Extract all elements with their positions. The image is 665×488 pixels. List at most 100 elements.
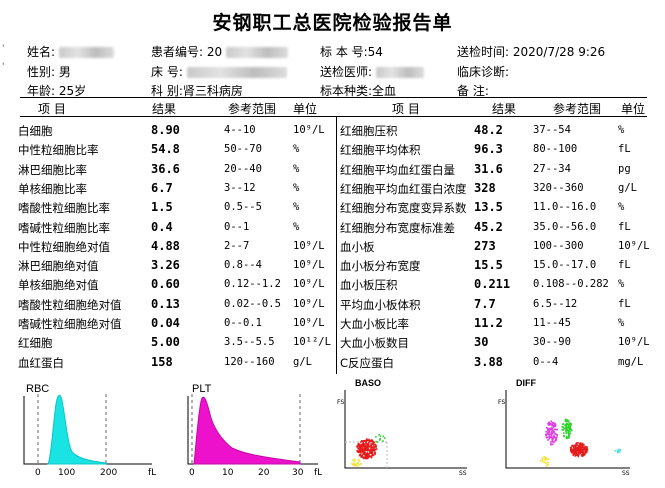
diff-dot [550, 443, 553, 445]
result-unit: 10⁹/L [293, 259, 325, 272]
result-row: 血小板分布宽度 15.5 15.0--17.0 fL [340, 256, 650, 275]
diff-dot [564, 428, 566, 430]
diff-dot [572, 446, 575, 448]
diff-dot [585, 451, 587, 453]
plt-tick-30: 30 [292, 468, 304, 478]
diff-dot [551, 436, 553, 439]
diff-dot [565, 424, 568, 427]
diff-dot [571, 449, 573, 451]
baso-dot [366, 445, 368, 447]
result-range: 0--1 [224, 220, 250, 233]
diff-dot [556, 434, 558, 436]
diff-dot [581, 455, 583, 457]
diff-dot [571, 445, 573, 447]
baso-dot [362, 456, 364, 459]
diff-dot [544, 461, 546, 463]
baso-dot [367, 442, 370, 444]
plt-label: PLT [192, 384, 212, 395]
diff-dot [539, 460, 542, 462]
diff-dot [571, 452, 573, 454]
diff-dot [565, 436, 567, 439]
result-unit: % [293, 201, 300, 214]
baso-dot [374, 452, 376, 454]
result-value: 0.60 [151, 277, 180, 292]
diff-dot [555, 438, 558, 441]
diff-dot [581, 446, 583, 448]
diff-dot [543, 456, 546, 458]
diff-dot [547, 429, 549, 432]
baso-dot [363, 440, 366, 442]
baso-dot [366, 456, 369, 459]
baso-dot [366, 452, 369, 454]
baso-dot [360, 450, 362, 452]
diff-dot [549, 423, 552, 426]
baso-dot [372, 443, 375, 445]
result-name: 红细胞压积 [340, 124, 398, 138]
plt-tick-0: 0 [189, 468, 195, 478]
result-name: 淋巴细胞比率 [18, 162, 87, 177]
result-range: 4--10 [224, 124, 256, 136]
result-value: 0.4 [151, 219, 173, 234]
result-name: 红细胞平均体积 [340, 143, 421, 158]
diff-dot [617, 449, 619, 452]
result-name: C反应蛋白 [340, 355, 395, 370]
result-unit: fL [618, 297, 631, 310]
diff-dot [575, 446, 577, 449]
result-unit: fL [618, 143, 631, 156]
baso-dot [379, 435, 382, 437]
diff-dot [556, 436, 558, 438]
baso-dot [374, 443, 376, 446]
result-unit: g/L [618, 181, 637, 194]
diff-dot [555, 437, 557, 439]
diff-dot [570, 446, 572, 449]
diff-dot [551, 429, 554, 431]
baso-dot [374, 448, 377, 451]
baso-dot [365, 454, 368, 457]
diff-dot [566, 426, 569, 429]
diff-dot [551, 430, 553, 432]
baso-dot [366, 447, 368, 450]
result-value: 15.5 [474, 258, 503, 273]
diff-dot [568, 427, 570, 429]
diff-dot [568, 432, 570, 435]
doctor-label: 送检医师: [320, 65, 373, 79]
result-unit: g/L [293, 355, 312, 368]
baso-dot [370, 448, 372, 451]
result-name: 血小板压积 [340, 278, 398, 293]
result-value: 7.7 [474, 296, 496, 311]
result-unit: % [618, 201, 625, 214]
baso-dot [371, 454, 374, 456]
result-unit: fL [618, 220, 631, 233]
baso-dot [354, 463, 356, 465]
diff-dot [567, 420, 570, 422]
result-name: 红细胞分布宽度标准差 [340, 220, 455, 235]
baso-dot [367, 455, 369, 457]
diff-dot [618, 451, 620, 453]
diff-dot [619, 449, 622, 451]
diff-dot [547, 428, 550, 431]
diff-dot [571, 450, 574, 453]
diff-dot [542, 461, 545, 463]
baso-dot [361, 447, 363, 449]
result-range: 20--40 [224, 162, 262, 175]
result-row: 血小板 273 100--300 10⁹/L [340, 237, 650, 256]
diff-dot [561, 428, 563, 431]
diff-dot [586, 446, 588, 448]
diff-dot [551, 427, 554, 430]
result-unit: % [293, 162, 300, 175]
result-value: 3.88 [474, 354, 503, 369]
department: 科 别:肾三科病房 [151, 84, 243, 98]
baso-dot [372, 448, 375, 450]
diff-dot [584, 453, 586, 456]
diff-dot [577, 446, 580, 448]
redacted-bed [186, 67, 287, 78]
diff-dot [562, 426, 565, 429]
result-name: 嗜碱性粒细胞绝对值 [18, 317, 122, 331]
baso-dot [358, 445, 361, 447]
result-range: 320--360 [533, 181, 584, 194]
baso-dot [361, 446, 363, 448]
diff-dot [579, 452, 582, 454]
diff-dot [578, 449, 580, 452]
result-range: 0--4 [533, 355, 559, 368]
diff-dot [572, 444, 575, 447]
